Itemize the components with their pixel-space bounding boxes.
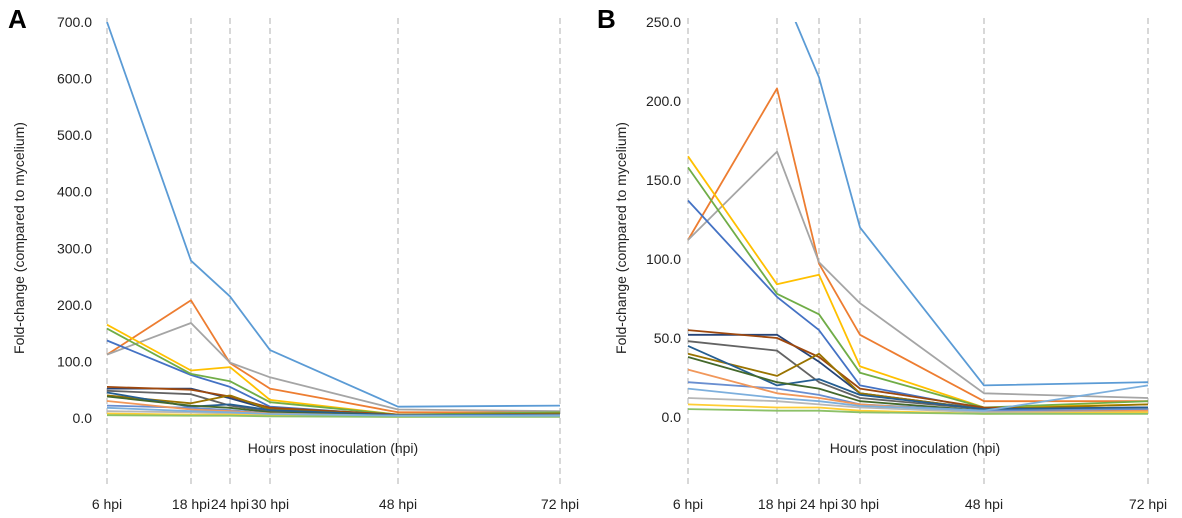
x-tick-label: 6 hpi xyxy=(673,496,703,512)
y-tick-label: 400.0 xyxy=(57,184,92,200)
x-tick-label: 18 hpi xyxy=(758,496,796,512)
y-axis-title-a: Fold-change (compared to mycelium) xyxy=(11,122,27,354)
series-lines-b xyxy=(687,22,1149,415)
grid-lines-b xyxy=(687,18,1149,488)
series-line-b-3 xyxy=(687,150,1149,399)
series-line-b-5 xyxy=(687,199,1149,411)
series-line-a-1 xyxy=(106,22,561,408)
x-tick-label: 24 hpi xyxy=(211,496,249,512)
y-tick-label: 700.0 xyxy=(57,14,92,30)
x-tick-label: 72 hpi xyxy=(1129,496,1167,512)
y-tick-labels-b: 0.0 50.0 100.0 150.0 200.0 250.0 xyxy=(646,14,681,425)
x-tick-label: 30 hpi xyxy=(841,496,879,512)
y-axis-title-b: Fold-change (compared to mycelium) xyxy=(613,122,629,354)
x-tick-label: 6 hpi xyxy=(92,496,122,512)
y-tick-label: 200.0 xyxy=(646,93,681,109)
y-tick-label: 0.0 xyxy=(73,410,93,426)
x-tick-label: 48 hpi xyxy=(379,496,417,512)
x-tick-label: 30 hpi xyxy=(251,496,289,512)
x-tick-label: 18 hpi xyxy=(172,496,210,512)
series-line-a-3 xyxy=(106,322,561,413)
series-line-b-1 xyxy=(794,22,1149,387)
series-line-a-2 xyxy=(106,299,560,414)
panel-label-b: B xyxy=(597,4,616,34)
y-tick-label: 500.0 xyxy=(57,127,92,143)
x-axis-title-b: Hours post inoculation (hpi) xyxy=(830,440,1000,456)
series-line-b-4 xyxy=(687,155,1149,409)
y-tick-label: 50.0 xyxy=(654,330,681,346)
y-tick-label: 100.0 xyxy=(57,353,92,369)
y-tick-label: 0.0 xyxy=(662,409,682,425)
y-tick-labels-a: 0.0 100.0 200.0 300.0 400.0 500.0 600.0 700.0 xyxy=(57,14,92,426)
series-line-b-15 xyxy=(687,397,1148,414)
y-tick-label: 150.0 xyxy=(646,172,681,188)
x-axis-title-a: Hours post inoculation (hpi) xyxy=(248,440,418,456)
x-tick-label: 48 hpi xyxy=(965,496,1003,512)
x-tick-labels-a: 6 hpi 18 hpi 24 hpi 30 hpi 48 hpi 72 hpi xyxy=(92,496,579,512)
y-tick-label: 100.0 xyxy=(646,251,681,267)
x-tick-labels-b: 6 hpi 18 hpi 24 hpi 30 hpi 48 hpi 72 hpi xyxy=(673,496,1167,512)
series-line-b-8 xyxy=(687,329,1149,410)
series-line-a-17 xyxy=(106,414,560,418)
y-tick-label: 600.0 xyxy=(57,71,92,87)
y-tick-label: 300.0 xyxy=(57,240,92,256)
x-tick-label: 24 hpi xyxy=(800,496,838,512)
x-tick-label: 72 hpi xyxy=(541,496,579,512)
y-tick-label: 200.0 xyxy=(57,297,92,313)
series-line-b-18 xyxy=(687,384,1149,412)
series-lines-a xyxy=(106,22,561,418)
series-line-b-13 xyxy=(687,381,1149,412)
y-tick-label: 250.0 xyxy=(646,14,681,30)
series-line-b-17 xyxy=(687,408,1148,415)
series-line-b-2 xyxy=(687,87,1148,403)
series-line-a-18 xyxy=(106,406,560,417)
panel-label-a: A xyxy=(8,4,27,34)
